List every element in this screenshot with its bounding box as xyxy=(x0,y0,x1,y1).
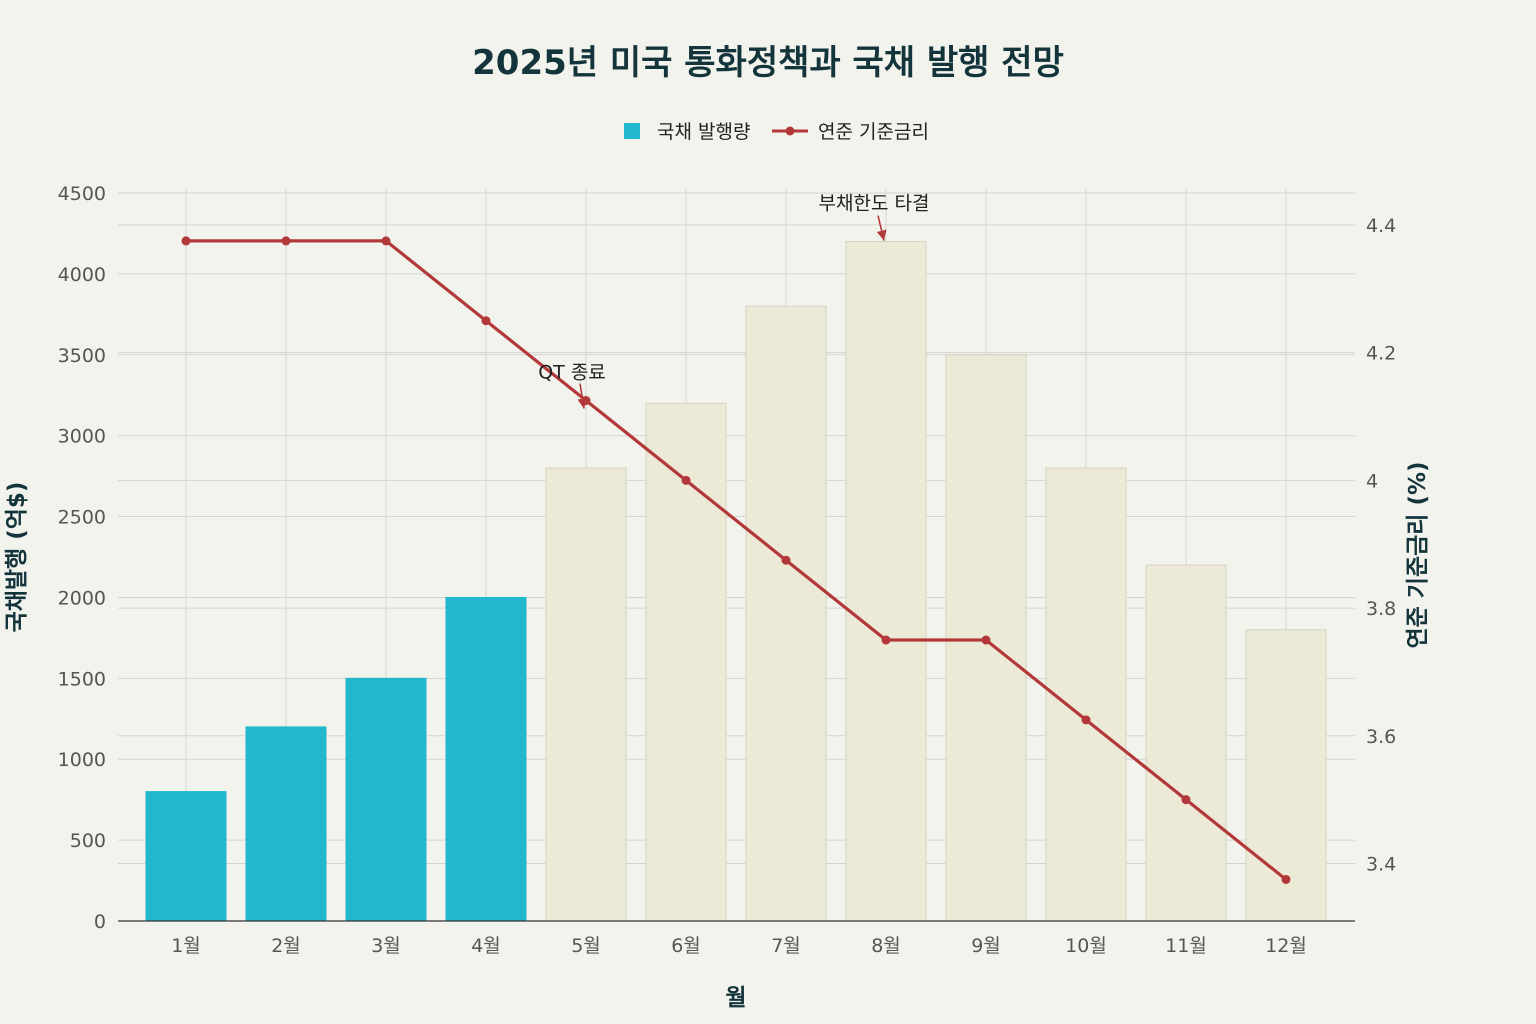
x-tick-label: 7월 xyxy=(771,935,801,957)
y-tick-label: 3500 xyxy=(58,345,106,367)
y-tick-label: 3000 xyxy=(58,426,106,448)
y2-tick-label: 4 xyxy=(1366,470,1378,492)
bar-2월 xyxy=(245,726,327,922)
bar-7월 xyxy=(745,305,827,922)
x-tick-label: 8월 xyxy=(871,935,901,957)
y2-tick-label: 3.6 xyxy=(1366,726,1396,748)
bar-6월 xyxy=(645,402,727,922)
x-tick-label: 1월 xyxy=(171,935,201,957)
chart-title: 2025년 미국 통화정책과 국채 발행 전망 xyxy=(472,43,1064,83)
annotation-arrow-1-head xyxy=(876,229,887,241)
bar-5월 xyxy=(545,467,627,922)
bar-4월 xyxy=(445,596,527,922)
rate-point-12월 xyxy=(1281,874,1291,884)
bars-layer xyxy=(145,241,1327,922)
rate-point-9월 xyxy=(981,635,991,645)
x-tick-label: 5월 xyxy=(571,935,601,957)
rate-point-10월 xyxy=(1081,715,1091,725)
y-tick-label: 2500 xyxy=(58,507,106,529)
rate-point-3월 xyxy=(381,236,391,246)
bar-1월 xyxy=(145,791,227,922)
x-tick-label: 12월 xyxy=(1265,935,1307,957)
rate-line xyxy=(186,239,1287,881)
rate-point-7월 xyxy=(781,555,791,565)
bar-3월 xyxy=(345,677,427,922)
x-tick-label: 11월 xyxy=(1165,935,1207,957)
y-tick-label: 2000 xyxy=(58,587,106,609)
rate-point-8월 xyxy=(881,635,891,645)
legend: 국채 발행량 연준 기준금리 xyxy=(624,121,929,143)
bar-8월 xyxy=(845,241,927,922)
x-tick-label: 6월 xyxy=(671,935,701,957)
x-tick-label: 4월 xyxy=(471,935,501,957)
line-layer xyxy=(181,236,1291,884)
y-axis-title: 국채발행 (억$) xyxy=(4,482,30,633)
x-tick-label: 2월 xyxy=(271,935,301,957)
y-tick-label: 0 xyxy=(94,911,106,933)
y-tick-label: 4500 xyxy=(58,183,106,205)
y-tick-label: 4000 xyxy=(58,264,106,286)
rate-point-1월 xyxy=(181,236,191,246)
x-tick-label: 10월 xyxy=(1065,935,1107,957)
legend-line-marker xyxy=(785,126,795,136)
y-tick-label: 1000 xyxy=(58,749,106,771)
bar-10월 xyxy=(1045,467,1127,922)
annotation-arrow-0-head xyxy=(577,397,588,409)
rate-point-6월 xyxy=(681,475,691,485)
annot-layer: QT 종료 부채한도 타결 xyxy=(538,193,929,409)
y2-axis-title: 연준 기준금리 (%) xyxy=(1405,461,1431,648)
annotation-label: 부채한도 타결 xyxy=(819,193,930,215)
legend-bar-label: 국채 발행량 xyxy=(657,121,750,143)
rate-point-11월 xyxy=(1181,795,1191,805)
y2-tick-label: 3.4 xyxy=(1366,854,1396,876)
rate-point-4월 xyxy=(481,316,491,326)
x-axis-title: 월 xyxy=(725,985,746,1011)
rate-point-2월 xyxy=(281,236,291,246)
legend-line-label: 연준 기준금리 xyxy=(818,121,929,143)
bar-12월 xyxy=(1245,629,1327,922)
annotation-label: QT 종료 xyxy=(538,362,606,384)
bar-11월 xyxy=(1145,564,1227,922)
ticks-layer: 0 500 1000 1500 2000 2500 3000 3500 4000 4500 3.4 3… xyxy=(58,183,1397,957)
x-tick-label: 3월 xyxy=(371,935,401,957)
y-tick-label: 1500 xyxy=(58,668,106,690)
x-tick-label: 9월 xyxy=(971,935,1001,957)
y2-tick-label: 4.2 xyxy=(1366,343,1396,365)
y2-tick-label: 4.4 xyxy=(1366,215,1396,237)
legend-bar-swatch xyxy=(624,123,640,139)
y-tick-label: 500 xyxy=(70,830,106,852)
y2-tick-label: 3.8 xyxy=(1366,598,1396,620)
